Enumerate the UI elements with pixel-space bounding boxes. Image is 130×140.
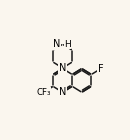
Text: F: F (98, 64, 104, 74)
Text: H: H (64, 40, 71, 49)
Text: N: N (59, 63, 66, 73)
Text: N: N (59, 87, 66, 97)
Text: CF₃: CF₃ (36, 88, 51, 97)
Text: N: N (53, 39, 61, 49)
